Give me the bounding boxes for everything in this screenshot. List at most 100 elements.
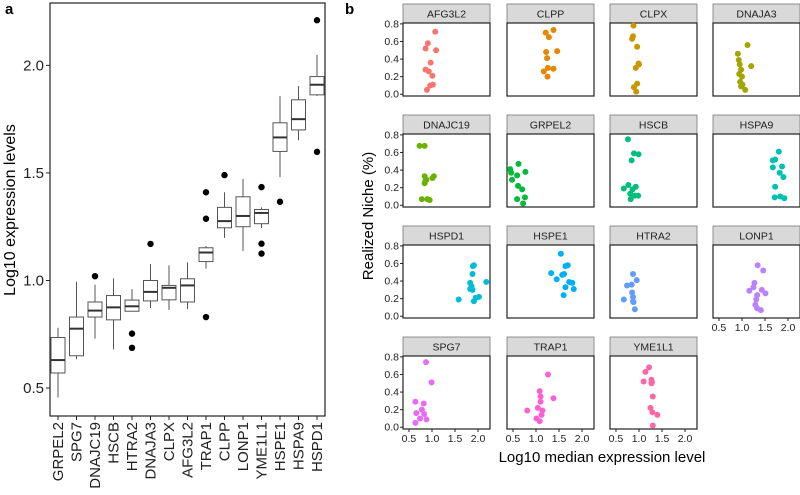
x-tick-label: SPG7	[69, 422, 86, 462]
facet-frame	[506, 133, 595, 208]
x-tick-label: 0.5	[609, 433, 624, 445]
data-point	[418, 406, 425, 413]
data-point	[654, 411, 661, 418]
facet-frame	[712, 133, 800, 208]
data-point	[634, 43, 641, 50]
data-point	[544, 371, 551, 378]
data-point	[537, 398, 544, 405]
box-iqr	[87, 301, 103, 318]
box-lonp1	[235, 178, 251, 252]
facet-title: HSPE1	[533, 231, 568, 243]
box-iqr	[69, 316, 84, 357]
facet-hspa9: HSPA9	[712, 114, 800, 208]
y-tick-label: 2.0	[23, 57, 44, 74]
data-point	[420, 400, 427, 407]
x-tick-label: 1.5	[448, 433, 463, 445]
data-point	[544, 55, 551, 62]
data-point	[753, 296, 760, 303]
facet-grpel2: GRPEL2	[506, 114, 595, 208]
data-point	[413, 410, 420, 417]
box-htra2	[124, 289, 140, 352]
facet-title: HTRA2	[636, 231, 671, 243]
facet-frame	[402, 244, 491, 319]
x-tick-label: 1.5	[655, 433, 670, 445]
data-point	[514, 172, 521, 179]
data-point	[519, 186, 526, 193]
facet-trap1: TRAP1 0.5 1.0 1.5 2.0	[506, 336, 595, 445]
x-tick-label: 2.0	[678, 433, 693, 445]
facet-frame	[402, 355, 491, 430]
y-tick-label: 0.8	[384, 240, 399, 252]
facet-dnaja3: DNAJA3	[712, 3, 800, 97]
data-point	[750, 284, 757, 291]
outlier-point	[258, 250, 265, 257]
data-point	[625, 182, 632, 189]
data-point	[428, 379, 435, 386]
data-point	[426, 196, 433, 203]
facet-title: GRPEL2	[530, 120, 572, 132]
facet-clpx: CLPX	[609, 3, 698, 97]
data-point	[515, 160, 522, 167]
data-point	[649, 393, 656, 400]
data-point	[560, 292, 567, 299]
facet-title: LONP1	[739, 231, 774, 243]
data-point	[553, 276, 560, 283]
data-point	[646, 364, 653, 371]
data-point	[536, 418, 543, 425]
box-grpel2	[50, 327, 66, 398]
x-tick-label: HSPA9	[291, 422, 308, 470]
data-point	[520, 200, 527, 207]
data-point	[534, 404, 541, 411]
box-clpp	[217, 171, 232, 238]
data-point	[561, 271, 568, 278]
data-point	[538, 411, 545, 418]
y-tick-label: 0.0	[384, 200, 399, 212]
x-tick-label: 1.5	[758, 322, 773, 334]
x-tick-label: HSPD1	[309, 422, 326, 472]
data-point	[742, 86, 749, 93]
data-point	[423, 86, 430, 93]
data-point	[524, 407, 531, 414]
y-tick-label: 1.5	[23, 165, 44, 182]
data-point	[630, 293, 637, 300]
y-tick-label: 0.2	[384, 293, 399, 305]
y-tick-label: 0.6	[384, 369, 399, 381]
x-tick-label: 1.0	[735, 322, 750, 334]
data-point	[631, 306, 638, 313]
outlier-point	[221, 171, 228, 179]
y-axis-title: Log10 expression levels	[2, 124, 19, 296]
data-point	[429, 174, 436, 181]
facet-frame	[506, 22, 595, 97]
data-point	[633, 277, 640, 284]
y-tick-label: 0.2	[384, 182, 399, 194]
data-point	[628, 157, 635, 164]
x-tick-label: 1.0	[632, 433, 647, 445]
data-point	[508, 169, 515, 176]
data-point	[649, 422, 656, 429]
data-point	[433, 47, 440, 54]
outlier-point	[128, 344, 136, 352]
data-point	[550, 27, 557, 34]
y-tick-label: 0.4	[384, 387, 399, 399]
data-point	[421, 411, 428, 418]
y-tick-label: 0.6	[384, 258, 399, 270]
x-tick-label: CLPP	[217, 422, 234, 461]
data-point	[760, 267, 767, 274]
data-point	[416, 142, 423, 149]
data-point	[540, 68, 547, 75]
facet-hspd1: HSPD1 0.0 0.2 0.4 0.6 0.8	[384, 225, 491, 323]
facet-title: YME1L1	[633, 342, 673, 354]
facet-htra2: HTRA2	[609, 225, 698, 319]
y-tick-label: 0.6	[384, 36, 399, 48]
y-tick-label: 0.2	[384, 404, 399, 416]
data-point	[425, 68, 432, 75]
box-iqr	[198, 247, 214, 263]
data-point	[628, 281, 635, 288]
x-tick-label: DNAJA3	[143, 422, 160, 480]
outlier-point	[276, 198, 284, 205]
facet-title: HSPA9	[740, 120, 774, 132]
box-hspe1	[272, 96, 288, 205]
data-point	[424, 40, 431, 47]
data-point	[469, 263, 476, 270]
